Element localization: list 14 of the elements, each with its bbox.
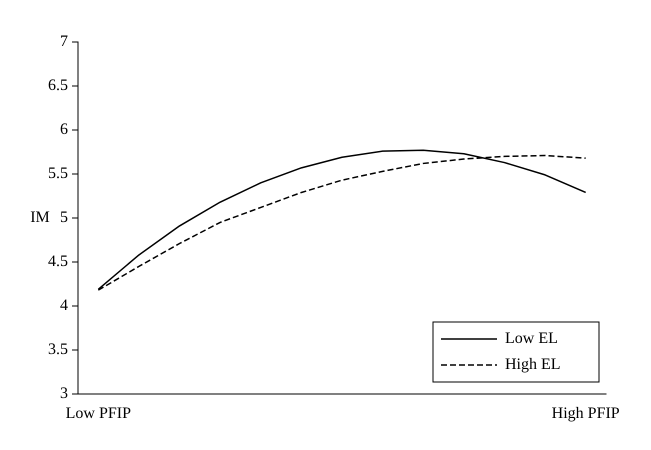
y-tick-label: 6.5 xyxy=(48,77,68,94)
y-tick-label: 5 xyxy=(60,209,68,226)
y-tick-label: 3.5 xyxy=(48,341,68,358)
y-tick-label: 6 xyxy=(60,121,68,138)
y-tick-label: 4 xyxy=(60,297,68,314)
x-tick-label: High PFIP xyxy=(552,404,620,422)
legend-label: Low EL xyxy=(505,330,558,348)
y-axis-title: IM xyxy=(30,209,50,226)
legend-label: High EL xyxy=(505,356,561,374)
x-tick-label: Low PFIP xyxy=(66,404,132,422)
y-tick-label: 7 xyxy=(60,33,68,50)
y-tick-label: 4.5 xyxy=(48,253,68,270)
y-tick-label: 3 xyxy=(60,385,68,402)
y-tick-label: 5.5 xyxy=(48,165,68,182)
